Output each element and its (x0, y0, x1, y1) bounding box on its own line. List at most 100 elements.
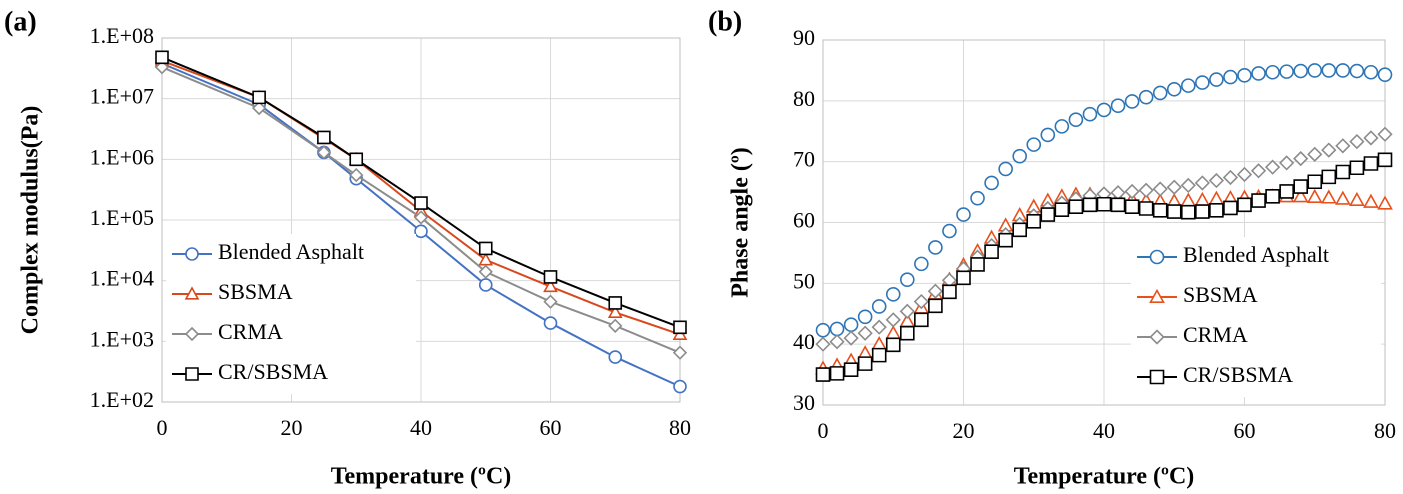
data-point (1012, 148, 1028, 164)
data-point (956, 207, 971, 222)
legend-box (166, 234, 416, 394)
data-point (815, 367, 831, 382)
legend-marker (1149, 369, 1165, 385)
data-point (1334, 190, 1351, 205)
legend-marker (185, 367, 199, 381)
data-point (1096, 102, 1112, 118)
x-tick-label: 20 (953, 418, 975, 443)
data-point (478, 278, 493, 292)
data-point (1265, 64, 1280, 80)
legend-label: CRMA (1183, 322, 1248, 347)
data-point (1363, 156, 1379, 171)
data-point (317, 130, 331, 145)
data-point (1138, 201, 1154, 216)
y-tick-label: 1.E+07 (90, 84, 154, 109)
data-point (543, 294, 558, 309)
legend-label: Blended Asphalt (218, 239, 364, 264)
data-point (928, 240, 943, 255)
x-tick-label: 60 (540, 415, 562, 440)
data-point (1180, 192, 1197, 207)
y-tick-label: 1.E+02 (90, 387, 154, 412)
data-point (1194, 175, 1210, 191)
x-tick-label: 40 (1093, 418, 1115, 443)
legend-box (1131, 237, 1381, 397)
data-point (1040, 127, 1056, 143)
data-point (843, 362, 859, 378)
data-point (1250, 163, 1267, 179)
data-point (956, 270, 971, 286)
data-point (1068, 199, 1084, 214)
data-point (871, 299, 887, 314)
data-point (252, 90, 266, 105)
legend-label: CR/SBSMA (1183, 362, 1293, 387)
data-point (1209, 72, 1224, 87)
data-point (885, 286, 901, 302)
panel-label: (a) (4, 6, 37, 37)
data-point (1265, 189, 1280, 204)
data-point (543, 316, 558, 330)
data-point (1377, 152, 1393, 168)
data-point (1321, 142, 1337, 158)
data-point (673, 320, 687, 335)
data-point (607, 304, 623, 318)
x-tick-label: 60 (1234, 418, 1256, 443)
data-point (1166, 179, 1182, 195)
data-point (1293, 63, 1308, 79)
data-point (1181, 204, 1196, 220)
data-point (1377, 126, 1393, 142)
data-point (1293, 150, 1309, 167)
data-point (1251, 66, 1266, 81)
plot-frame (161, 37, 681, 403)
data-point (478, 241, 493, 256)
data-point (899, 272, 915, 287)
x-tick-label: 0 (818, 418, 829, 443)
y-tick-label: 40 (793, 329, 815, 354)
data-point (899, 303, 915, 319)
data-point (1264, 159, 1281, 175)
legend-marker (1149, 249, 1165, 265)
data-point (1377, 67, 1393, 82)
data-point (871, 336, 888, 351)
data-point (414, 196, 428, 210)
y-tick-label: 1.E+08 (90, 23, 154, 48)
data-point (1363, 130, 1379, 146)
data-point (349, 152, 364, 167)
data-point (1166, 204, 1182, 219)
legend-marker (1149, 288, 1165, 304)
data-point (1279, 155, 1295, 171)
data-point (928, 298, 943, 314)
x-axis-title: Temperature (ºC) (1014, 464, 1195, 490)
x-tick-label: 80 (1374, 418, 1396, 443)
y-tick-label: 1.E+03 (90, 326, 154, 351)
y-tick-label: 30 (793, 390, 815, 415)
data-point (843, 317, 859, 333)
data-point (349, 167, 364, 183)
data-point (1152, 181, 1168, 197)
data-point (1237, 197, 1252, 213)
y-tick-label: 50 (793, 268, 815, 293)
data-point (942, 223, 957, 239)
data-point (1110, 98, 1126, 113)
y-tick-label: 1.E+05 (90, 205, 154, 230)
data-point (984, 175, 999, 191)
data-point (1292, 188, 1309, 203)
data-point (543, 270, 558, 284)
y-axis-title: Complex modulus(Pa) (18, 106, 44, 335)
data-point (1306, 188, 1323, 203)
data-point (1166, 81, 1182, 97)
data-point (1124, 199, 1140, 214)
data-point (1194, 191, 1211, 206)
data-point (608, 296, 623, 310)
data-point (478, 264, 493, 279)
data-point (1279, 184, 1294, 199)
data-point (673, 379, 687, 394)
data-point (942, 284, 957, 300)
data-point (914, 312, 929, 328)
data-point (829, 321, 845, 337)
data-point (1068, 112, 1084, 127)
data-point (885, 337, 901, 353)
data-point (414, 224, 428, 239)
data-point (1040, 207, 1056, 222)
legend-marker (184, 286, 200, 300)
